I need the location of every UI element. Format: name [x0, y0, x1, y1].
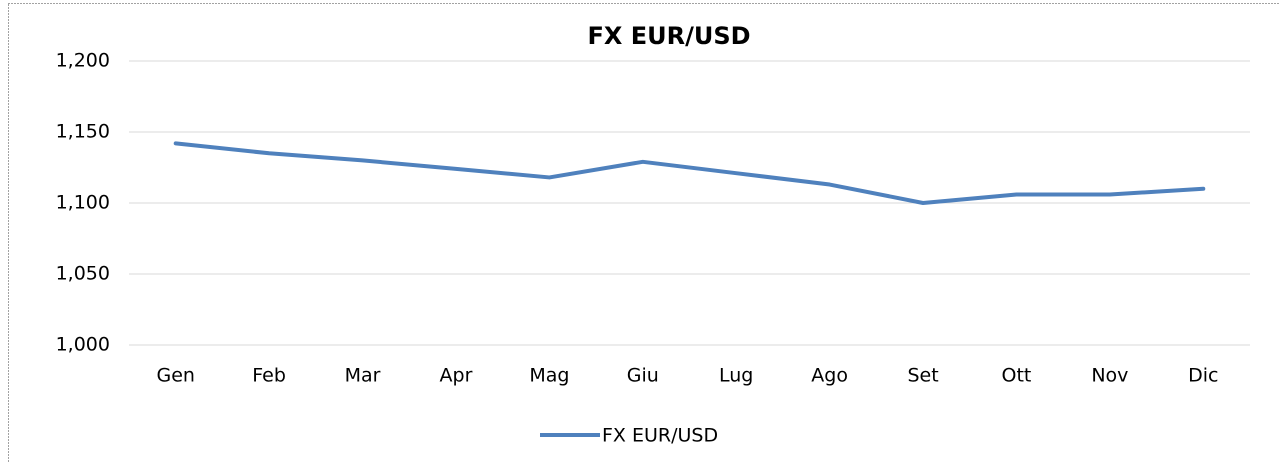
- y-tick-label: 1,150: [56, 121, 110, 143]
- x-tick-label: Mag: [529, 365, 569, 387]
- x-tick-label: Ago: [811, 365, 848, 387]
- y-tick-label: 1,200: [56, 50, 110, 72]
- y-tick-label: 1,050: [56, 263, 110, 285]
- chart-title: FX EUR/USD: [587, 22, 750, 50]
- x-tick-label: Apr: [440, 365, 473, 387]
- x-tick-label: Gen: [156, 365, 194, 387]
- x-tick-label: Mar: [345, 365, 381, 387]
- x-tick-label: Lug: [719, 365, 753, 387]
- x-tick-label: Ott: [1002, 365, 1032, 387]
- x-tick-label: Giu: [627, 365, 659, 387]
- y-tick-label: 1,100: [56, 192, 110, 214]
- x-tick-label: Set: [907, 365, 938, 387]
- y-tick-label: 1,000: [56, 334, 110, 356]
- x-tick-label: Nov: [1091, 365, 1128, 387]
- x-tick-label: Feb: [252, 365, 286, 387]
- data-line: [173, 141, 1206, 205]
- legend-label: FX EUR/USD: [602, 425, 718, 447]
- chart-border: [8, 3, 1279, 462]
- x-tick-label: Dic: [1188, 365, 1218, 387]
